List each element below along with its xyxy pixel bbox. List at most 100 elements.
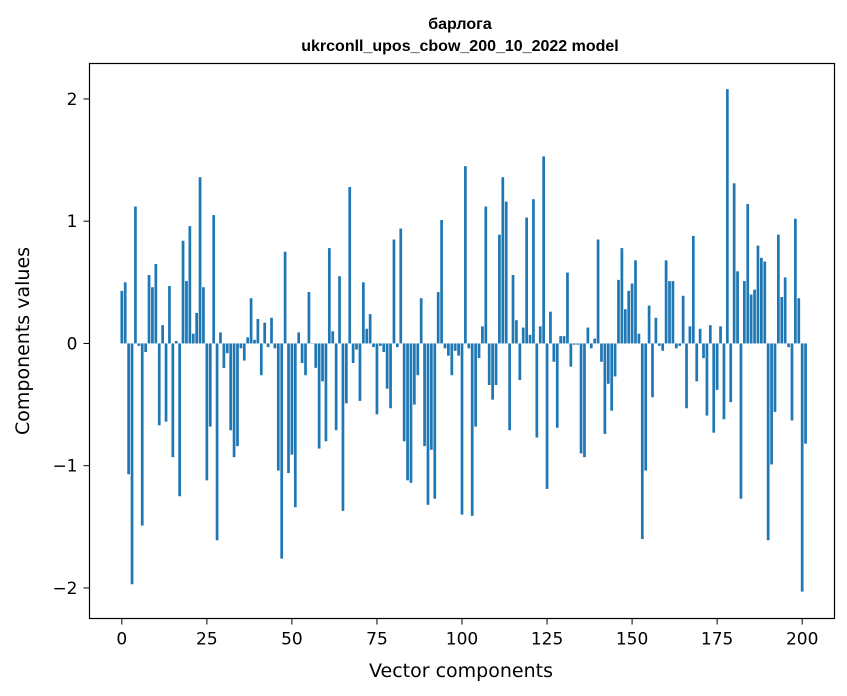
bar <box>647 305 651 344</box>
bar <box>593 338 597 344</box>
bar <box>348 186 352 344</box>
bar <box>290 343 294 455</box>
bar <box>657 343 661 346</box>
x-tick-label: 50 <box>281 630 303 650</box>
bar <box>538 326 542 344</box>
bar <box>661 343 665 351</box>
bar <box>760 257 763 344</box>
bar <box>620 248 624 344</box>
bar <box>151 287 154 344</box>
bar <box>494 343 498 385</box>
chart-subtitle: ukrconll_upos_cbow_200_10_2022 model <box>301 38 618 55</box>
bar <box>511 274 515 344</box>
bar <box>259 343 263 376</box>
bar <box>790 343 794 421</box>
bar <box>399 228 403 344</box>
bar <box>127 343 130 475</box>
bar <box>777 234 780 344</box>
bar <box>300 343 304 363</box>
bar <box>436 292 440 344</box>
bar <box>253 339 256 344</box>
bar <box>440 219 443 344</box>
bar <box>396 343 399 348</box>
bar <box>569 343 573 367</box>
chart-title: барлога <box>428 16 492 33</box>
bar <box>317 343 321 449</box>
bar <box>222 343 226 368</box>
bar <box>205 343 209 481</box>
x-tick-label: 125 <box>531 630 563 650</box>
bar <box>532 199 535 344</box>
bar <box>552 343 556 362</box>
bar <box>334 343 338 431</box>
bar <box>470 343 474 516</box>
bar <box>464 166 467 344</box>
bar <box>229 343 233 431</box>
bar <box>351 343 355 363</box>
bar <box>794 218 797 344</box>
x-tick-label: 175 <box>701 630 733 650</box>
bar <box>617 279 620 344</box>
bar <box>185 281 188 344</box>
bar <box>630 283 634 344</box>
bar <box>314 343 318 368</box>
bar <box>419 298 423 344</box>
bar <box>708 325 712 344</box>
bar <box>212 215 216 344</box>
bar <box>555 343 559 428</box>
bar <box>732 183 736 344</box>
x-tick-label: 100 <box>446 630 478 650</box>
bar <box>753 289 756 344</box>
bar <box>654 317 658 344</box>
bar <box>123 282 127 344</box>
bar <box>702 343 705 359</box>
bar <box>457 343 460 356</box>
bar <box>576 343 580 345</box>
bar <box>634 260 637 344</box>
bar <box>579 343 583 454</box>
bar <box>729 343 733 403</box>
bar <box>392 239 396 344</box>
bar <box>423 343 426 447</box>
bar <box>521 327 525 344</box>
bar <box>746 204 750 344</box>
bar <box>161 325 164 344</box>
bar <box>804 343 807 444</box>
bar <box>583 343 586 458</box>
bar <box>685 343 688 409</box>
x-axis-label: Vector components <box>369 660 553 682</box>
bar <box>596 239 600 344</box>
bar <box>691 235 695 344</box>
bar <box>698 328 702 344</box>
bar <box>181 240 185 344</box>
bar <box>474 343 477 427</box>
bar <box>603 343 607 434</box>
bar <box>460 343 464 515</box>
bar <box>586 327 590 344</box>
bar <box>525 217 528 344</box>
bar <box>208 343 212 427</box>
bar <box>725 89 729 344</box>
bar <box>477 343 481 359</box>
bar <box>651 343 654 398</box>
bar <box>406 343 409 481</box>
bar <box>293 343 297 508</box>
bar <box>430 343 433 450</box>
bar <box>623 309 627 344</box>
bar <box>562 336 566 344</box>
bar <box>344 343 348 404</box>
x-tick-label: 200 <box>786 630 818 650</box>
bar <box>800 343 804 592</box>
bar <box>504 201 508 344</box>
bar <box>232 343 236 458</box>
x-tick-label: 0 <box>116 630 127 650</box>
bar <box>742 281 746 344</box>
bar <box>341 343 345 511</box>
bar <box>426 343 430 505</box>
bar <box>389 343 392 409</box>
bar <box>688 326 692 344</box>
bar <box>202 287 205 344</box>
bar <box>154 263 158 344</box>
y-tick-label: −1 <box>52 457 77 477</box>
bar <box>409 343 413 483</box>
